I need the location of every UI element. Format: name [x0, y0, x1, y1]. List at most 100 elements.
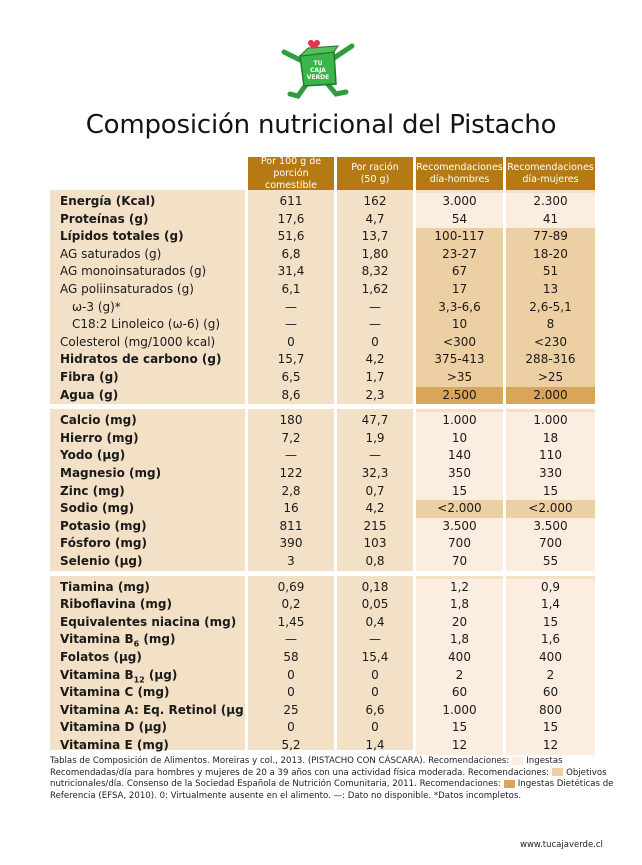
- recommendation-cell-bg: [416, 447, 503, 465]
- table-row: Vitamina E (mg) 5,2 1,4 12 12: [50, 737, 595, 755]
- row-value: 3: [287, 554, 295, 568]
- row-value: <2.000: [528, 501, 573, 516]
- row-label: Fibra (g): [60, 370, 119, 384]
- row-value: 1.000: [533, 413, 568, 428]
- row-value: 0: [287, 720, 295, 735]
- row-label: Sodio (mg): [60, 501, 135, 516]
- row-value: 0: [287, 685, 295, 700]
- recommendation-cell-bg: [506, 429, 595, 448]
- row-value: 350: [448, 466, 471, 480]
- row-value: 2.300: [533, 194, 568, 208]
- row-value: 32,3: [361, 466, 389, 480]
- row-value: 400: [539, 650, 562, 664]
- row-value: 60: [542, 685, 559, 700]
- row-value: 2,8: [281, 483, 301, 498]
- row-value: 1,7: [365, 370, 385, 384]
- recommendation-cell-bg: [416, 649, 503, 667]
- header-per-serving: Por ración (50 g): [337, 157, 413, 190]
- recommendation-cell-bg: [506, 298, 595, 317]
- row-value: 1,62: [361, 282, 389, 296]
- row-value: —: [285, 317, 297, 332]
- row-value: 2,6-5,1: [529, 299, 572, 314]
- row-value: 3.500: [533, 518, 568, 533]
- row-value: <300: [443, 334, 476, 349]
- recommendation-cell-bg: [506, 245, 595, 264]
- row-value: 6,6: [365, 702, 385, 717]
- recommendation-cell-bg: [416, 701, 503, 720]
- row-value: 17,6: [277, 211, 305, 226]
- row-value: 0,9: [540, 579, 561, 594]
- logo-text: TU: [314, 60, 323, 67]
- row-value: 100-117: [434, 229, 485, 244]
- table-row: AG poliinsaturados (g) 6,1 1,62 17 13: [50, 281, 595, 299]
- row-value: 0,4: [365, 614, 385, 629]
- row-label: Hierro (mg): [60, 430, 139, 445]
- row-value: 700: [539, 536, 562, 551]
- recommendation-cell-bg: [416, 596, 503, 614]
- recommendation-cell-bg: [416, 245, 503, 264]
- row-label: AG monoinsaturados (g): [60, 264, 207, 279]
- recommendation-cell-bg: [506, 210, 595, 229]
- group-separator: [50, 570, 595, 576]
- row-value: 811: [279, 518, 303, 533]
- legend-swatch-objetivos: [552, 768, 564, 776]
- recommendation-cell-bg: [416, 429, 503, 448]
- row-label: Equivalentes niacina (mg): [60, 614, 237, 629]
- table-row: AG saturados (g) 6,8 1,80 23-27 18-20: [50, 245, 595, 264]
- row-label: Potasio (mg): [60, 518, 147, 533]
- row-value: 15,7: [277, 352, 305, 367]
- row-label: Vitamina A: Eq. Retinol (µg): [60, 702, 250, 717]
- recommendation-cell-bg: [416, 613, 503, 632]
- row-value: 0,05: [361, 597, 389, 612]
- row-value: 16: [283, 501, 299, 516]
- row-value: 12: [451, 738, 468, 752]
- table-row: AG monoinsaturados (g) 31,4 8,32 67 51: [50, 263, 595, 281]
- row-value: 162: [363, 194, 387, 208]
- row-value: 70: [451, 554, 468, 568]
- row-label: Energía (Kcal): [60, 194, 156, 208]
- row-label: ω-3 (g)*: [72, 299, 121, 314]
- recommendation-cell-bg: [416, 517, 503, 536]
- row-label: Fósforo (mg): [60, 536, 147, 551]
- table-row: Tiamina (mg) 0,69 0,18 1,2 0,9: [50, 578, 595, 597]
- recommendation-cell-bg: [416, 210, 503, 229]
- row-value: 1,6: [540, 632, 561, 647]
- row-value: 700: [448, 536, 471, 551]
- row-value: 1,80: [361, 246, 389, 261]
- row-value: 1.000: [442, 702, 477, 717]
- row-value: 0,18: [361, 579, 389, 594]
- row-value: 60: [451, 685, 468, 700]
- row-value: 77-89: [533, 229, 568, 244]
- row-value: 12: [542, 738, 559, 752]
- table-row: Agua (g) 8,6 2,3 2.500 2.000: [50, 386, 595, 405]
- recommendation-cell-bg: [506, 613, 595, 632]
- row-value: 15,4: [361, 650, 389, 664]
- row-value: 0: [287, 667, 295, 682]
- recommendation-cell-bg: [416, 386, 503, 405]
- row-value: 3.000: [442, 194, 477, 208]
- table-row: Proteínas (g) 17,6 4,7 54 41: [50, 210, 595, 229]
- row-value: 6,5: [281, 370, 301, 384]
- row-value: 15: [451, 483, 468, 498]
- table-row: Folatos (µg) 58 15,4 400 400: [50, 649, 595, 667]
- row-value: 1,8: [449, 597, 470, 612]
- row-value: —: [285, 632, 297, 647]
- svg-text:CAJA: CAJA: [310, 67, 326, 74]
- row-value: 10: [451, 430, 468, 445]
- row-value: 1,45: [277, 614, 305, 629]
- table-row: Fibra (g) 6,5 1,7 >35 >25: [50, 369, 595, 387]
- row-value: 23-27: [442, 246, 477, 261]
- row-value: 2: [546, 667, 555, 682]
- recommendation-cell-bg: [416, 228, 503, 246]
- table-row: Riboflavina (mg) 0,2 0,05 1,8 1,4: [50, 596, 595, 614]
- row-value: 1.000: [442, 413, 477, 428]
- row-value: 0,2: [281, 597, 301, 612]
- row-value: 1,4: [540, 597, 561, 612]
- table-row: Vitamina B6 (mg) — — 1,8 1,6: [50, 631, 595, 649]
- row-value: 54: [451, 211, 468, 226]
- table-row: Lípidos totales (g) 51,6 13,7 100-117 77-89: [50, 228, 595, 246]
- row-value: 375-413: [434, 352, 485, 367]
- row-value: 3,3-6,6: [438, 299, 481, 314]
- row-value: 47,7: [361, 413, 389, 428]
- row-value: 122: [279, 466, 303, 480]
